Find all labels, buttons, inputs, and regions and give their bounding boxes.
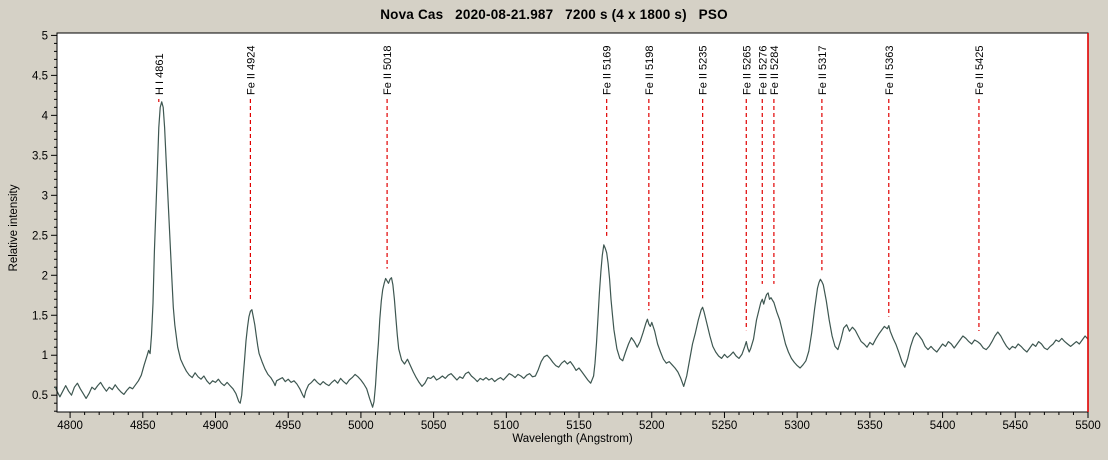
x-tick-label: 5300: [784, 420, 810, 432]
y-tick-label: 4.5: [32, 70, 48, 82]
y-tick-label: 0.5: [32, 390, 48, 402]
spectral-line-label: Fe II 5425: [974, 45, 986, 95]
y-tick-label: 4: [42, 110, 49, 122]
spectral-line-label: Fe II 5284: [769, 45, 781, 95]
spectral-line-label: Fe II 5265: [741, 45, 753, 95]
x-tick-label: 5250: [712, 420, 738, 432]
x-tick-label: 4800: [57, 420, 83, 432]
chart-title: Nova Cas 2020-08-21.987 7200 s (4 x 1800…: [380, 7, 728, 22]
spectral-line-label: Fe II 5276: [757, 45, 769, 95]
y-axis-label: Relative intensity: [8, 184, 20, 272]
spectral-line-label: Fe II 5018: [382, 45, 394, 95]
x-tick-label: 5400: [930, 420, 956, 432]
spectral-line-label: Fe II 5317: [817, 45, 829, 95]
y-tick-label: 2.5: [32, 230, 48, 242]
x-tick-label: 5100: [494, 420, 520, 432]
y-tick-label: 3: [42, 190, 48, 202]
y-tick-label: 3.5: [32, 150, 48, 162]
axis-tick-labels: 4800 4850 4900 4950 5000 5050 5100 5150 5200 5250…: [32, 30, 1101, 432]
spectral-line-label: Fe II 5235: [698, 45, 710, 95]
line-markers: H I 4861 Fe II 4924 Fe II 5018 Fe II 5169 Fe…: [154, 45, 986, 332]
spectral-line-label: Fe II 4924: [245, 45, 257, 95]
y-tick-label: 1: [42, 350, 48, 362]
x-tick-label: 5200: [639, 420, 665, 432]
y-tick-label: 1.5: [32, 310, 48, 322]
spectral-line-label: H I 4861: [154, 53, 166, 95]
x-tick-label: 5450: [1002, 420, 1028, 432]
x-tick-label: 4900: [203, 420, 229, 432]
spectral-line-label: Fe II 5198: [644, 45, 656, 95]
x-tick-label: 5000: [348, 420, 374, 432]
x-tick-label: 4950: [275, 420, 301, 432]
y-tick-label: 5: [42, 30, 48, 42]
spectral-line-label: Fe II 5169: [602, 45, 614, 95]
spectral-line-label: Fe II 5363: [884, 45, 896, 95]
x-tick-label: 5350: [857, 420, 883, 432]
x-tick-label: 4850: [130, 420, 156, 432]
spectrum-curve: [54, 101, 1089, 408]
x-tick-label: 5500: [1075, 420, 1101, 432]
x-axis-label: Wavelength (Angstrom): [512, 433, 633, 445]
x-tick-label: 5150: [566, 420, 592, 432]
x-tick-label: 5050: [421, 420, 447, 432]
y-tick-label: 2: [42, 270, 48, 282]
plot-area[interactable]: [57, 33, 1088, 412]
